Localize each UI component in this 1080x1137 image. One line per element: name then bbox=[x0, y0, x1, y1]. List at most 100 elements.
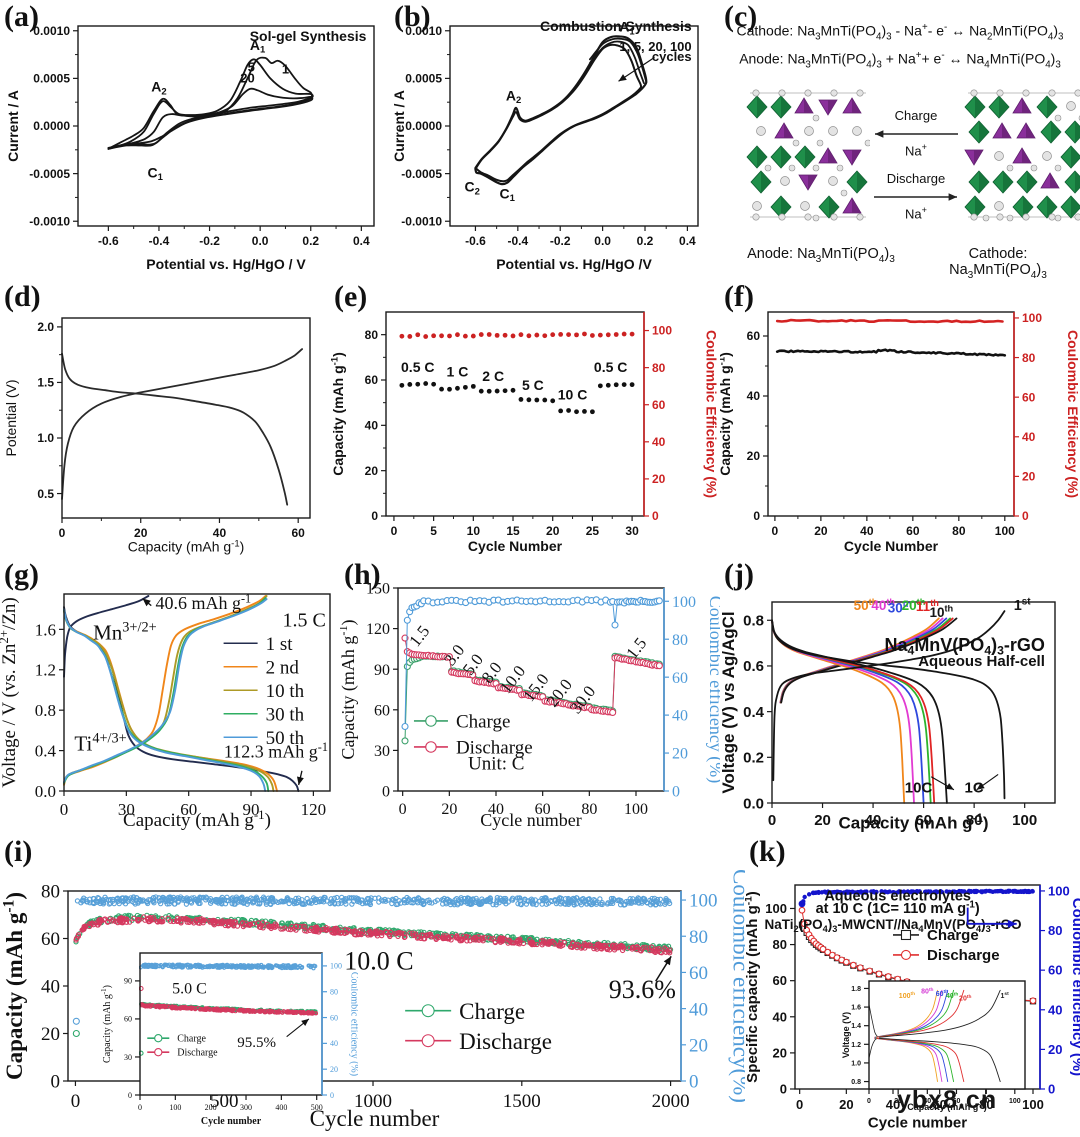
svg-text:Capacity (mAh g-1): Capacity (mAh g-1) bbox=[340, 619, 359, 759]
svg-text:0: 0 bbox=[399, 801, 407, 818]
svg-text:Capacity (mAh g-1): Capacity (mAh g-1) bbox=[330, 352, 346, 476]
svg-text:90: 90 bbox=[243, 800, 260, 819]
svg-text:1.6: 1.6 bbox=[35, 620, 56, 639]
svg-text:90: 90 bbox=[374, 662, 390, 679]
svg-text:-0.6: -0.6 bbox=[465, 234, 486, 248]
svg-text:100: 100 bbox=[652, 324, 672, 338]
svg-text:0.0010: 0.0010 bbox=[405, 24, 442, 38]
panel-d: (d) 0 20 40 60 0.5 1.0 1.5 2.0 Capacity (mAh g-1… bbox=[0, 280, 330, 560]
svg-text:0: 0 bbox=[772, 524, 779, 538]
svg-text:0.2: 0.2 bbox=[637, 234, 654, 248]
panel-i: (i) 0 500 1000 1500 2000 0 20 40 60 80 0 20 40 60 80 10… bbox=[0, 835, 745, 1137]
svg-text:40: 40 bbox=[747, 389, 761, 403]
svg-text:40: 40 bbox=[488, 801, 504, 818]
svg-text:Voltage (V) vs Ag/AgCl: Voltage (V) vs Ag/AgCl bbox=[720, 611, 738, 793]
svg-text:Voltage / V (vs. Zn2+/Zn): Voltage / V (vs. Zn2+/Zn) bbox=[0, 597, 20, 788]
svg-text:C1: C1 bbox=[147, 164, 163, 183]
svg-text:1 C: 1 C bbox=[447, 364, 469, 380]
svg-text:0.0000: 0.0000 bbox=[405, 119, 442, 133]
svg-text:20: 20 bbox=[773, 1045, 787, 1060]
panel-c: (c) Cathode: Na3MnTi(PO4)3 - Na+- e- ↔ N… bbox=[720, 0, 1080, 281]
svg-text:1st: 1st bbox=[1014, 596, 1032, 614]
svg-text:30: 30 bbox=[118, 800, 135, 819]
svg-text:Aqueous Half-cell: Aqueous Half-cell bbox=[918, 653, 1045, 670]
svg-text:40: 40 bbox=[689, 999, 708, 1020]
svg-text:30th: 30th bbox=[888, 599, 912, 615]
panel-k-label: (k) bbox=[749, 835, 786, 868]
svg-text:2000: 2000 bbox=[652, 1091, 690, 1112]
anode-caption: Anode: Na3MnTi(PO4)3 bbox=[747, 246, 895, 265]
svg-text:Current / A: Current / A bbox=[5, 90, 21, 162]
svg-text:Capacity (mAh g-1): Capacity (mAh g-1) bbox=[123, 808, 271, 831]
svg-text:20th: 20th bbox=[902, 597, 926, 613]
svg-text:20: 20 bbox=[814, 812, 831, 829]
panel-i-label: (i) bbox=[4, 835, 33, 868]
svg-text:93.6%: 93.6% bbox=[609, 975, 676, 1004]
svg-text:400: 400 bbox=[275, 1103, 287, 1112]
svg-text:60: 60 bbox=[773, 973, 787, 988]
panel-e: (e) 0 5 10 15 20 25 30 0 20 40 60 80 0 20 40 60 80 100 Cyc… bbox=[330, 280, 720, 560]
svg-text:NaTi2(PO4)3-MWCNT//Na4MnV(PO4): NaTi2(PO4)3-MWCNT//Na4MnV(PO4)3-rGO bbox=[764, 917, 1021, 934]
svg-text:Potential vs. Hg/HgO /V: Potential vs. Hg/HgO /V bbox=[496, 256, 652, 272]
svg-text:1, 5, 20, 100: 1, 5, 20, 100 bbox=[619, 39, 691, 54]
svg-text:0.0: 0.0 bbox=[594, 234, 611, 248]
svg-text:100: 100 bbox=[765, 901, 787, 916]
svg-text:100: 100 bbox=[169, 1103, 181, 1112]
svg-text:120: 120 bbox=[301, 800, 327, 819]
svg-text:11th: 11th bbox=[916, 598, 939, 614]
svg-text:5: 5 bbox=[430, 524, 437, 538]
svg-text:60: 60 bbox=[180, 800, 197, 819]
svg-text:5.0 C: 5.0 C bbox=[172, 981, 207, 998]
svg-text:Capacity (mAh g-1): Capacity (mAh g-1) bbox=[907, 1101, 986, 1111]
svg-text:Combustion Synthesis: Combustion Synthesis bbox=[540, 18, 692, 34]
svg-text:0: 0 bbox=[59, 526, 66, 540]
charge-discharge-profile-chart: 0 20 40 60 0.5 1.0 1.5 2.0 Capacity (mAh g-1) Pot… bbox=[3, 317, 311, 555]
svg-text:Cycle number: Cycle number bbox=[310, 1106, 440, 1131]
svg-text:0.4: 0.4 bbox=[743, 704, 765, 721]
svg-text:Discharge: Discharge bbox=[456, 738, 533, 759]
svg-text:0.8: 0.8 bbox=[743, 613, 764, 630]
svg-text:0: 0 bbox=[780, 1082, 787, 1097]
svg-text:Charge: Charge bbox=[459, 999, 525, 1024]
svg-text:40: 40 bbox=[41, 977, 60, 998]
sodium-ion-label-discharge: Na+ bbox=[905, 205, 927, 222]
svg-text:-0.0005: -0.0005 bbox=[29, 167, 70, 181]
panel-k: (k) 0 20 40 60 80 100 0 20 40 60 80 100 0 20 40 60 80 100… bbox=[745, 835, 1080, 1137]
svg-text:60: 60 bbox=[953, 1098, 961, 1105]
panel-h-label: (h) bbox=[344, 558, 381, 591]
svg-text:20: 20 bbox=[689, 1035, 708, 1056]
svg-text:0: 0 bbox=[1048, 1082, 1055, 1097]
svg-text:-0.2: -0.2 bbox=[199, 234, 220, 248]
svg-text:Discharge: Discharge bbox=[927, 947, 1000, 964]
svg-text:0: 0 bbox=[867, 1098, 871, 1105]
charge-arrow-left-icon bbox=[875, 130, 958, 138]
discharge-arrow-right-icon bbox=[874, 193, 957, 201]
svg-text:1st: 1st bbox=[1001, 991, 1010, 1000]
svg-text:40: 40 bbox=[330, 1039, 338, 1048]
svg-text:20: 20 bbox=[365, 464, 379, 478]
svg-text:80: 80 bbox=[41, 882, 60, 903]
panel-f: (f) 0 20 40 60 80 100 0 20 40 60 0 20 40 60 80 100 Cycle… bbox=[720, 280, 1080, 560]
svg-text:0.0: 0.0 bbox=[35, 782, 56, 801]
svg-text:Discharge: Discharge bbox=[177, 1048, 218, 1059]
crystal-structure-right bbox=[964, 89, 1080, 222]
panel-b: (b) -0.6 -0.4 -0.2 0.0 0.2 0.4 -0.0010 -0.0005 0… bbox=[390, 0, 720, 280]
svg-text:80: 80 bbox=[672, 632, 688, 649]
svg-text:10: 10 bbox=[467, 524, 481, 538]
svg-text:120: 120 bbox=[366, 621, 390, 638]
svg-text:60: 60 bbox=[689, 963, 708, 984]
svg-text:15: 15 bbox=[506, 524, 520, 538]
svg-text:40: 40 bbox=[860, 524, 874, 538]
svg-text:40th: 40th bbox=[946, 992, 958, 1001]
svg-text:Capacity (mAh g-1): Capacity (mAh g-1) bbox=[101, 985, 113, 1063]
svg-text:20th: 20th bbox=[959, 994, 971, 1003]
svg-text:A1: A1 bbox=[250, 37, 266, 56]
svg-text:100: 100 bbox=[672, 594, 696, 611]
svg-text:100: 100 bbox=[330, 962, 342, 971]
svg-text:60: 60 bbox=[124, 1015, 132, 1024]
svg-text:60: 60 bbox=[292, 526, 306, 540]
svg-text:100: 100 bbox=[1009, 1098, 1021, 1105]
svg-text:-0.4: -0.4 bbox=[507, 234, 528, 248]
svg-text:60th: 60th bbox=[936, 989, 948, 998]
cycling-stability-chart: 0 20 40 60 80 100 0 20 40 60 0 20 40 60 80 100 Cycle Num… bbox=[720, 311, 1080, 554]
